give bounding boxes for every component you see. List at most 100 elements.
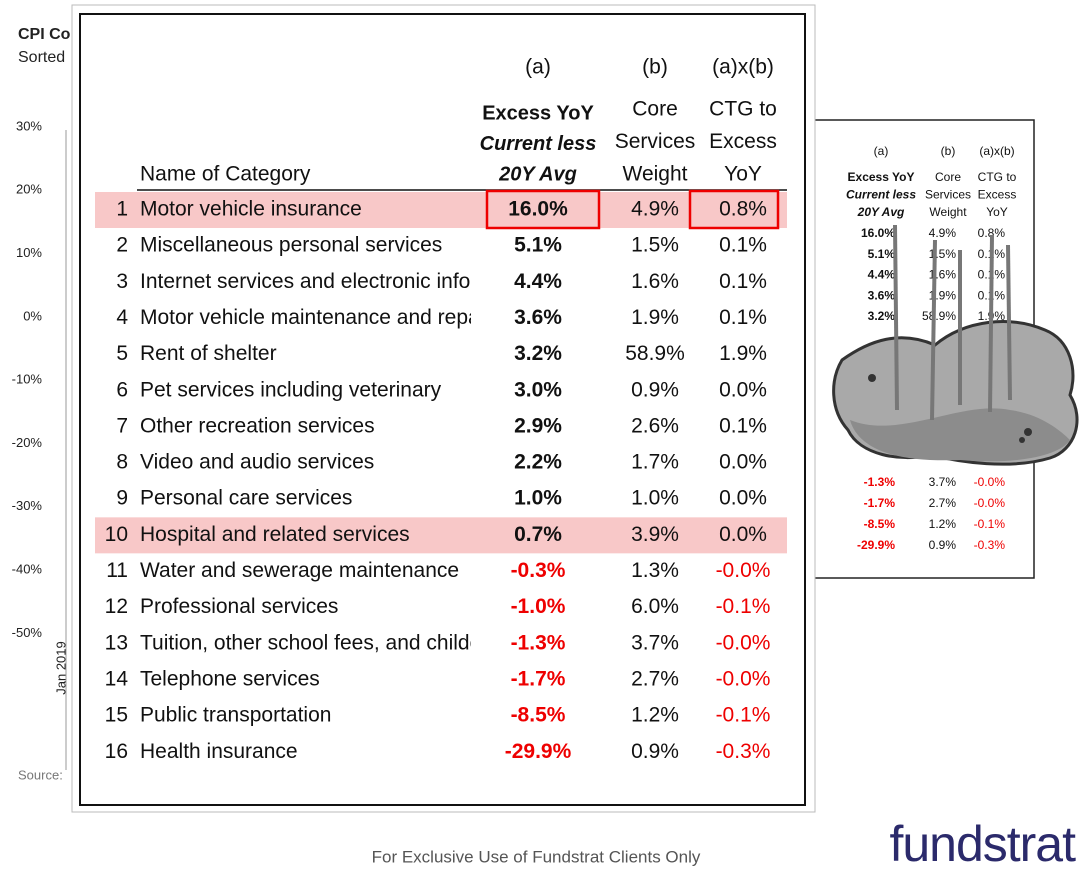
logo: fundstrat: [889, 816, 1076, 872]
excess-yoy: -1.3%: [511, 631, 566, 654]
bg-source: Source:: [18, 767, 63, 782]
main-table-frame: [79, 13, 806, 806]
cell: -0.1%: [974, 517, 1006, 531]
contribution: -0.0%: [716, 559, 771, 582]
rank: 7: [116, 414, 128, 437]
column-header: Weight: [929, 205, 967, 219]
rank: 10: [105, 523, 128, 546]
rock: [832, 224, 1079, 466]
weight: 4.9%: [631, 198, 679, 221]
rank: 12: [105, 595, 128, 618]
weight: 0.9%: [631, 740, 679, 763]
excess-yoy: 2.2%: [514, 451, 562, 474]
column-header: 20Y Avg: [857, 205, 905, 219]
category-name: Telephone services: [140, 667, 320, 690]
weight: 1.3%: [631, 559, 679, 582]
contribution: 0.1%: [719, 234, 767, 257]
excess-yoy: 3.2%: [514, 342, 562, 365]
bg-subtitle: Sorted: [18, 49, 65, 66]
cell: 16.0%: [861, 226, 895, 240]
rank: 13: [105, 631, 128, 654]
category-name: Internet services and electronic info: [140, 270, 470, 293]
column-header: Core: [935, 170, 961, 184]
column-header: Excess: [709, 130, 777, 153]
category-name: Rent of shelter: [140, 342, 277, 365]
column-header: Excess YoY: [848, 170, 915, 184]
column-header: CTG to: [709, 98, 777, 121]
contribution: 0.8%: [719, 198, 767, 221]
weight: 1.7%: [631, 451, 679, 474]
excess-yoy: 16.0%: [508, 198, 568, 221]
category-name: Hospital and related services: [140, 523, 410, 546]
cell: 4.9%: [929, 226, 957, 240]
contribution: -0.1%: [716, 595, 771, 618]
weight: 3.9%: [631, 523, 679, 546]
cell: 3.2%: [868, 309, 896, 323]
excess-yoy: 3.6%: [514, 306, 562, 329]
cell: -8.5%: [864, 517, 896, 531]
weight: 0.9%: [631, 378, 679, 401]
rank: 1: [116, 198, 128, 221]
contribution: 0.0%: [719, 487, 767, 510]
contribution: 0.0%: [719, 378, 767, 401]
excess-yoy: -8.5%: [511, 704, 566, 727]
rank: 9: [116, 487, 128, 510]
excess-yoy: -29.9%: [505, 740, 572, 763]
main-table: (a) (b) (a)x(b) Excess YoY Current less 20Y A…: [71, 4, 816, 813]
category-name: Water and sewerage maintenance: [140, 559, 459, 582]
column-header: Services: [615, 130, 696, 153]
excess-yoy: 3.0%: [514, 378, 562, 401]
column-header: CTG to: [978, 170, 1017, 184]
column-header: Weight: [623, 163, 688, 186]
cell: -0.0%: [974, 496, 1006, 510]
column-tag: (b): [941, 144, 956, 158]
bg-y-label: 30%: [16, 118, 42, 133]
cell: 1.2%: [929, 517, 957, 531]
rank: 15: [105, 704, 128, 727]
column-header: Name of Category: [140, 163, 311, 186]
cell: 0.8%: [978, 226, 1006, 240]
bg-y-label: -20%: [12, 435, 43, 450]
column-tag: (a)x(b): [979, 144, 1014, 158]
column-header: YoY: [986, 205, 1008, 219]
column-header: Current less: [846, 188, 916, 202]
excess-yoy: 0.7%: [514, 523, 562, 546]
weight: 1.0%: [631, 487, 679, 510]
category-name: Tuition, other school fees, and childcar…: [140, 631, 510, 654]
bg-y-label: 20%: [16, 182, 42, 197]
row-highlight: [95, 192, 787, 228]
contribution: 1.9%: [719, 342, 767, 365]
cell: 0.9%: [929, 538, 957, 552]
cell: 3.6%: [868, 288, 896, 302]
cell: 5.1%: [868, 247, 896, 261]
excess-yoy: 2.9%: [514, 414, 562, 437]
category-name: Video and audio services: [140, 451, 374, 474]
weight: 2.6%: [631, 414, 679, 437]
weight: 1.6%: [631, 270, 679, 293]
category-name: Motor vehicle insurance: [140, 198, 362, 221]
rank: 6: [116, 378, 128, 401]
category-name: Motor vehicle maintenance and repair: [140, 306, 491, 329]
contribution: -0.3%: [716, 740, 771, 763]
category-name: Personal care services: [140, 487, 352, 510]
cell: -0.0%: [974, 475, 1006, 489]
rank: 3: [116, 270, 128, 293]
bg-y-label: 0%: [23, 308, 42, 323]
background-chart: CPI Co Sorted Jan 2019 Source: 30% 20% 10%…: [12, 26, 71, 782]
category-name: Professional services: [140, 595, 338, 618]
weight: 1.9%: [631, 306, 679, 329]
rank: 11: [106, 559, 128, 582]
cell: 3.7%: [929, 475, 957, 489]
column-header: 20Y Avg: [498, 163, 577, 185]
rank: 4: [116, 306, 128, 329]
contribution: 0.1%: [719, 414, 767, 437]
category-name: Pet services including veterinary: [140, 378, 442, 401]
contribution: 0.1%: [719, 306, 767, 329]
bg-title: CPI Co: [18, 26, 71, 43]
rank: 5: [116, 342, 128, 365]
weight: 2.7%: [631, 667, 679, 690]
row-highlight: [95, 517, 787, 554]
column-tag: (a): [874, 144, 889, 158]
